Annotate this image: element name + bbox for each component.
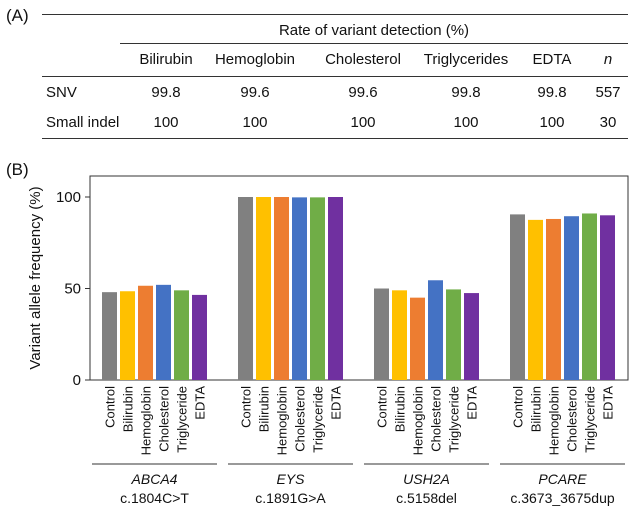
indel-edta: 100	[539, 114, 565, 131]
x-tick-label-bilirubin: Bilirubin	[121, 386, 136, 432]
x-tick-label-hemoglobin: Hemoglobin	[275, 386, 290, 455]
x-tick-label-triglyceride: Triglyceride	[175, 386, 190, 453]
x-tick-label-bilirubin: Bilirubin	[257, 386, 272, 432]
x-tick-label-cholesterol: Cholesterol	[157, 386, 172, 452]
x-tick-label-triglyceride: Triglyceride	[447, 386, 462, 453]
bar-pcare-edta	[600, 215, 615, 380]
bar-eys-cholesterol	[292, 197, 307, 380]
x-tick-label-bilirubin: Bilirubin	[529, 386, 544, 432]
x-tick-label-hemoglobin: Hemoglobin	[547, 386, 562, 455]
bar-ush2a-cholesterol	[428, 280, 443, 380]
row-label-snv: SNV	[46, 84, 77, 101]
gene-label-eys: EYS	[276, 471, 305, 487]
gene-label-ush2a: USH2A	[403, 471, 450, 487]
bar-eys-bilirubin	[256, 197, 271, 380]
x-tick-label-cholesterol: Cholesterol	[429, 386, 444, 452]
x-tick-label-bilirubin: Bilirubin	[393, 386, 408, 432]
panel-a-label: (A)	[6, 6, 29, 25]
snv-cholesterol: 99.6	[348, 84, 378, 101]
x-tick-label-triglyceride: Triglyceride	[583, 386, 598, 453]
bar-pcare-control	[510, 214, 525, 380]
table-mid-rule	[42, 76, 628, 77]
col-header-edta: EDTA	[532, 51, 572, 68]
bar-ush2a-control	[374, 288, 389, 380]
x-tick-label-edta: EDTA	[465, 386, 480, 420]
indel-triglycerides: 100	[453, 114, 479, 131]
col-header-bilirubin: Bilirubin	[139, 51, 193, 68]
plot-frame	[89, 175, 629, 381]
bar-abca4-bilirubin	[120, 291, 135, 380]
variant-label-ush2a: c.5158del	[396, 490, 457, 506]
bar-abca4-cholesterol	[156, 284, 171, 380]
x-tick-label-edta: EDTA	[329, 386, 344, 420]
y-tick-label: 0	[73, 372, 81, 389]
y-tick-label: 50	[64, 281, 81, 298]
variant-label-abca4: c.1804C>T	[120, 490, 189, 506]
table-top-rule	[42, 14, 628, 15]
x-tick-label-cholesterol: Cholesterol	[565, 386, 580, 452]
bar-eys-triglyceride	[310, 197, 325, 380]
indel-n: 30	[599, 114, 617, 131]
col-header-cholesterol: Cholesterol	[325, 51, 401, 68]
bar-pcare-triglyceride	[582, 213, 597, 380]
x-tick-label-control: Control	[103, 386, 118, 428]
bar-pcare-hemoglobin	[546, 218, 561, 380]
y-axis-label: Variant allele frequency (%)	[27, 186, 44, 369]
table-group-header: Rate of variant detection (%)	[278, 22, 470, 39]
panel-b-label: (B)	[6, 160, 29, 179]
snv-edta: 99.8	[537, 84, 567, 101]
variant-label-eys: c.1891G>A	[255, 490, 326, 506]
bar-ush2a-hemoglobin	[410, 297, 425, 380]
x-tick-label-edta: EDTA	[601, 386, 616, 420]
indel-hemoglobin: 100	[242, 114, 268, 131]
table-header-rule	[120, 43, 628, 44]
bar-pcare-bilirubin	[528, 219, 543, 380]
table-bottom-rule	[42, 138, 628, 139]
gene-label-abca4: ABCA4	[131, 471, 178, 487]
gene-label-pcare: PCARE	[538, 471, 587, 487]
bar-ush2a-triglyceride	[446, 289, 461, 380]
bar-eys-control	[238, 197, 253, 380]
x-tick-label-hemoglobin: Hemoglobin	[411, 386, 426, 455]
snv-n: 557	[595, 84, 621, 101]
x-tick-label-edta: EDTA	[193, 386, 208, 420]
indel-cholesterol: 100	[350, 114, 376, 131]
x-tick-label-triglyceride: Triglyceride	[311, 386, 326, 453]
bar-eys-edta	[328, 197, 343, 380]
col-header-n: n	[603, 51, 613, 68]
x-tick-label-cholesterol: Cholesterol	[293, 386, 308, 452]
x-tick-label-control: Control	[511, 386, 526, 428]
bar-eys-hemoglobin	[274, 197, 289, 380]
x-tick-label-hemoglobin: Hemoglobin	[139, 386, 154, 455]
col-header-triglycerides: Triglycerides	[423, 51, 509, 68]
snv-bilirubin: 99.8	[151, 84, 181, 101]
bar-abca4-edta	[192, 294, 207, 380]
bar-ush2a-bilirubin	[392, 290, 407, 380]
x-tick-label-control: Control	[375, 386, 390, 428]
indel-bilirubin: 100	[153, 114, 179, 131]
snv-triglycerides: 99.8	[451, 84, 481, 101]
variant-label-pcare: c.3673_3675dup	[510, 490, 615, 506]
row-label-small-indel: Small indel	[46, 114, 120, 131]
bar-pcare-cholesterol	[564, 216, 579, 380]
col-header-hemoglobin: Hemoglobin	[214, 51, 296, 68]
bar-abca4-hemoglobin	[138, 285, 153, 380]
y-tick-label: 100	[56, 189, 81, 206]
snv-hemoglobin: 99.6	[240, 84, 270, 101]
bar-abca4-triglyceride	[174, 290, 189, 380]
bar-ush2a-edta	[464, 293, 479, 380]
bar-abca4-control	[102, 292, 117, 380]
x-tick-label-control: Control	[239, 386, 254, 428]
